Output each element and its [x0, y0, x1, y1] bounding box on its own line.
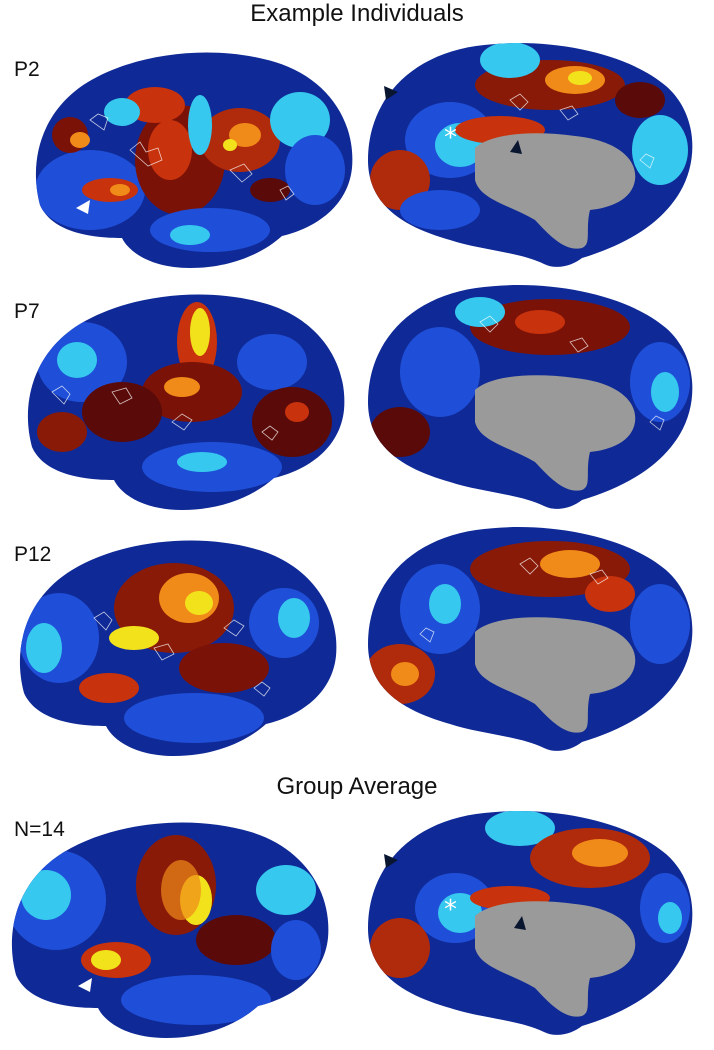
asterisk-marker: *	[444, 895, 457, 925]
arrowhead-white	[76, 200, 90, 214]
arrowhead-white	[78, 978, 92, 992]
arrowhead-black-lower	[514, 916, 526, 930]
arrowhead-black-upper	[384, 86, 398, 100]
medial-wall	[475, 133, 636, 249]
p7-lateral-brain	[22, 282, 358, 514]
row-label-p7: P7	[14, 300, 40, 323]
row-label-n14: N=14	[14, 818, 65, 841]
p12-lateral-brain	[14, 528, 358, 764]
heading-group-average: Group Average	[276, 773, 438, 800]
row-label-p12: P12	[14, 543, 52, 566]
medial-wall	[475, 901, 636, 1017]
medial-wall	[475, 617, 636, 733]
arrowhead-black-upper	[384, 854, 398, 868]
heading-example-individuals: Example Individuals	[250, 0, 464, 27]
medial-wall	[475, 375, 636, 491]
p12-medial-brain	[360, 524, 700, 759]
asterisk-marker: *	[444, 123, 457, 153]
group-medial-brain: *	[360, 808, 700, 1043]
group-lateral-brain	[6, 810, 356, 1046]
p2-medial-brain: *	[360, 40, 700, 275]
arrowhead-black-lower	[510, 140, 522, 154]
row-label-p2: P2	[14, 58, 40, 81]
p7-medial-brain	[360, 282, 700, 517]
p2-lateral-brain	[30, 40, 360, 272]
